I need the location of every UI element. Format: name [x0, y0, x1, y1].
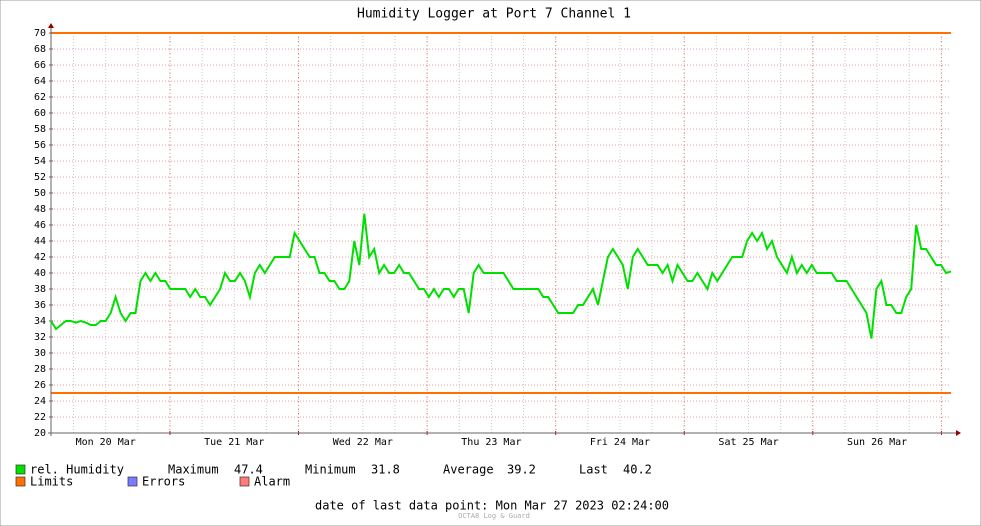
y-tick-label: 62: [34, 92, 46, 103]
y-tick-label: 20: [34, 428, 46, 439]
stat-value: 31.8: [371, 463, 400, 477]
stat-value: 40.2: [623, 463, 652, 477]
y-arrow: [48, 23, 54, 28]
y-tick-label: 38: [34, 284, 46, 295]
y-tick-label: 22: [34, 412, 46, 423]
y-tick-label: 58: [34, 124, 46, 135]
legend-label: Limits: [30, 475, 73, 489]
y-tick-label: 68: [34, 44, 46, 55]
legend-swatch: [127, 476, 138, 487]
y-tick-label: 60: [34, 108, 46, 119]
y-tick-label: 42: [34, 252, 46, 263]
y-tick-label: 32: [34, 332, 46, 343]
stat-label: Last: [579, 463, 608, 477]
x-tick-label: Thu 23 Mar: [461, 437, 521, 448]
y-tick-label: 36: [34, 300, 46, 311]
legend-label: Errors: [142, 475, 185, 489]
y-tick-label: 50: [34, 188, 46, 199]
stat-label: Average: [443, 463, 494, 477]
stat-label: Maximum: [168, 463, 219, 477]
x-tick-label: Fri 24 Mar: [590, 437, 650, 448]
y-tick-label: 56: [34, 140, 46, 151]
y-tick-label: 34: [34, 316, 46, 327]
credit: OCTA8 Log & Guard: [458, 512, 530, 520]
y-tick-label: 28: [34, 364, 46, 375]
footer: date of last data point: Mon Mar 27 2023…: [315, 499, 669, 513]
y-tick-label: 46: [34, 220, 46, 231]
y-tick-label: 70: [34, 28, 46, 39]
stat-value: 39.2: [507, 463, 536, 477]
y-tick-label: 44: [34, 236, 46, 247]
x-tick-label: Mon 20 Mar: [76, 437, 136, 448]
legend-swatch: [239, 476, 250, 487]
y-tick-label: 66: [34, 60, 46, 71]
x-tick-label: Wed 22 Mar: [333, 437, 393, 448]
y-tick-label: 26: [34, 380, 46, 391]
y-tick-label: 30: [34, 348, 46, 359]
series-line: [50, 213, 952, 339]
x-tick-label: Sat 25 Mar: [718, 437, 778, 448]
y-tick-label: 64: [34, 76, 46, 87]
legend-swatch: [15, 476, 26, 487]
x-tick-label: Sun 26 Mar: [847, 437, 907, 448]
x-tick-label: Tue 21 Mar: [204, 437, 264, 448]
y-tick-label: 24: [34, 396, 46, 407]
y-tick-label: 54: [34, 156, 46, 167]
legend-label: rel. Humidity: [30, 463, 124, 477]
y-tick-label: 52: [34, 172, 46, 183]
legend-label: Alarm: [254, 475, 290, 489]
legend-swatch: [15, 464, 26, 475]
y-tick-label: 48: [34, 204, 46, 215]
stat-value: 47.4: [234, 463, 263, 477]
x-arrow: [956, 430, 961, 436]
chart-title: Humidity Logger at Port 7 Channel 1: [357, 7, 631, 22]
y-tick-label: 40: [34, 268, 46, 279]
stat-label: Minimum: [305, 463, 356, 477]
